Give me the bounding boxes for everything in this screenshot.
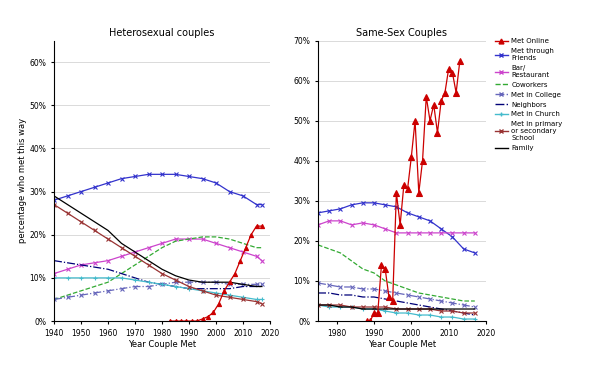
Title: Same-Sex Couples: Same-Sex Couples [356,28,448,38]
X-axis label: Year Couple Met: Year Couple Met [128,341,196,349]
X-axis label: Year Couple Met: Year Couple Met [368,341,436,349]
Legend: Met Online, Met through
Friends, Bar/
Restaurant, Coworkers, Met in College, Nei: Met Online, Met through Friends, Bar/ Re… [494,38,562,151]
Title: Heterosexual couples: Heterosexual couples [109,28,215,38]
Y-axis label: percentage who met this way: percentage who met this way [18,118,27,244]
